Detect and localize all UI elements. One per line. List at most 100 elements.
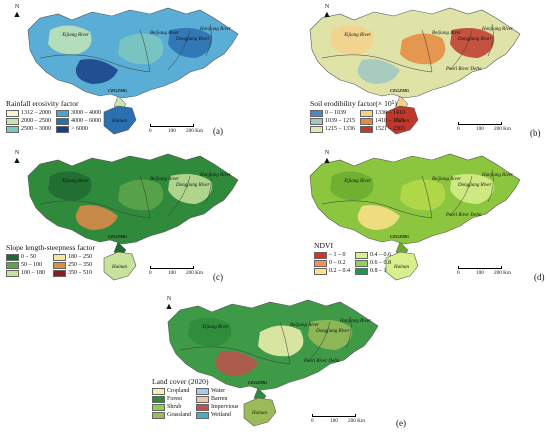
legend-swatch [314,251,327,259]
legend-swatch [56,117,69,125]
scale-bar-line [312,414,356,417]
river-line [139,175,151,219]
river-label: Dongjiang River [457,183,492,188]
legend-swatch [314,267,327,275]
legend-item: 3000 – 4000 [56,109,101,117]
river-label: Hanjiang River [339,319,371,324]
legend-label: 0.2 – 0.4 [329,268,350,275]
legend-item: 1039 – 1215 [310,117,355,125]
legend-item: Water [196,387,238,395]
panel-label: (e) [396,418,406,428]
legend-label: 1215 – 1336 [325,126,355,133]
value-patch [400,33,446,65]
scale-tick-label: 0 [457,126,460,132]
river-line [205,169,212,203]
river-line [321,54,433,73]
river-label: Beijiang River [432,177,461,182]
scale-tick-label: 200 Km [494,126,511,132]
legend-item: 2000 – 2500 [6,117,51,125]
legend-item: Barren [196,395,238,403]
river-label: Xijiang River [61,179,89,184]
legend-swatch [360,125,373,133]
legend-label: 180 – 250 [68,254,92,261]
map-panel-d: Xijiang River Beijiang River Dongjiang Riv… [282,146,550,292]
scale-tick-label: 0 [149,270,152,276]
scale-tick-label: 0 [311,418,314,424]
scale-tick-label: 0 [457,270,460,276]
river-label: Hanjiang River [199,173,231,178]
map-panel-c: Xijiang River Beijiang River Dongjiang Riv… [0,146,268,292]
river-line [421,175,433,219]
river-label: Xijiang River [201,325,229,330]
value-patch [308,320,353,350]
legend-item: 1312 – 2000 [6,109,51,117]
legend-label: Water [211,388,226,395]
river-label: Beijiang River [290,323,319,328]
legend: Slope length-steepness factor 0 – 50 180 –… [6,244,95,277]
place-label: Hainan [111,119,128,124]
place-label: CEGZMG [108,234,128,239]
legend-item: 250 – 350 [53,261,95,269]
legend-swatch [53,261,66,269]
legend-swatch [314,259,327,267]
river-label: Pearl River Delta [303,359,340,364]
legend-item: 0 – 0.2 [314,259,350,267]
place-label: CEGZMG [390,234,410,239]
legend-title: NDVI [314,241,333,250]
legend-item: 0.6 – 0.8 [355,259,391,267]
legend-item: 0.2 – 0.4 [314,267,350,275]
legend-label: 1336 – 1410 [375,110,405,117]
legend-swatch [6,253,19,261]
value-patch [450,28,495,58]
north-arrow-icon: N ▲ [164,296,174,311]
legend-swatch [152,403,165,411]
legend-swatch [6,125,19,133]
scale-tick-label: 200 Km [494,270,511,276]
river-line [279,321,291,365]
legend-swatch [355,251,368,259]
scale-tick-label: 100 [168,128,176,134]
legend-swatch [196,411,209,419]
scale-tick-label: 0 [149,128,152,134]
river-label: Xijiang River [343,179,371,184]
north-arrow-icon: N ▲ [12,150,22,165]
river-label: Beijiang River [150,177,179,182]
legend-item: 1215 – 1336 [310,125,355,133]
north-arrow-glyph: ▲ [12,9,22,19]
legend-label: 350 – 510 [68,270,92,277]
value-patch [75,205,118,230]
legend-item: 1521 – 2365 [360,125,405,133]
value-patch [450,174,495,204]
scale-tick-label: 100 [476,126,484,132]
legend-swatch [310,117,323,125]
north-arrow-icon: N ▲ [12,4,22,19]
legend-label: 50 – 100 [21,262,42,269]
legend-label: Cropland [167,388,190,395]
legend: Rainfall erosivity factor 1312 – 2000 3000… [6,100,101,133]
panel-label: (a) [213,126,223,136]
place-label: Hainan [111,265,128,270]
legend-title: Slope length-steepness factor [6,243,95,252]
legend-label: 4000 – 6000 [71,118,101,125]
north-arrow-glyph: ▲ [322,9,332,19]
legend-swatch [53,269,66,277]
legend-swatch [56,125,69,133]
river-line [421,29,433,73]
legend-item: 50 – 100 [6,261,48,269]
legend-label: 100 – 180 [21,270,45,277]
legend-item: 180 – 250 [53,253,95,261]
scale-tick-label: 100 [168,270,176,276]
value-patch [188,317,232,347]
hainan-island [243,397,277,427]
legend-item: 1410 – 1521 [360,117,405,125]
value-patch [118,33,164,65]
value-patch [258,325,304,357]
legend-swatch [310,125,323,133]
river-label: Beijiang River [150,31,179,36]
legend-swatch [152,387,165,395]
legend-label: 0 – 0.2 [329,260,346,267]
value-patch [168,28,213,58]
legend-swatch [360,109,373,117]
value-patch [357,59,400,84]
